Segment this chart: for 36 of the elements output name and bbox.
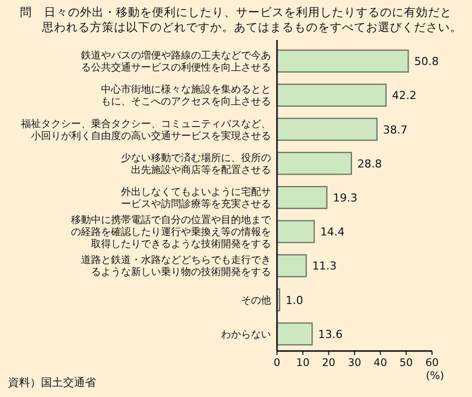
y-tick-label: 道路と鉄道・水路などどちらでも走行できるような新しい乗り物の技術開発をする	[81, 254, 271, 278]
data-label: 28.8	[357, 157, 382, 170]
y-tick-label: 福祉タクシー、乗合タクシー、コミュニティバスなど、小回りが利く自由度の高い交通サービスを実現させる	[21, 118, 271, 142]
text: 資料）国土交通省	[8, 376, 96, 389]
x-tick-label: 40	[374, 357, 388, 369]
data-label: 13.6	[318, 328, 343, 341]
x-tick-label: 60	[425, 357, 439, 369]
bar	[276, 50, 409, 73]
chart-title: 問 日々の外出・移動を便利にしたり、サービスを利用したりするのに有効だと思われる方策は以下のどれですか。あてはまるものをすべてお選びください。	[20, 5, 462, 34]
data-label: 11.3	[312, 260, 337, 273]
x-tick-label: 20	[322, 357, 336, 369]
data-label: 1.0	[286, 294, 304, 307]
bar	[276, 152, 352, 175]
data-label: 14.4	[320, 226, 345, 239]
data-label: 42.2	[392, 89, 417, 102]
y-tick-label: 中心市街地に様々な施設を集めるとともに、そこへのアクセスを向上させる	[101, 84, 271, 108]
x-axis-title: (%)	[426, 370, 444, 382]
x-tick-label: 50	[399, 357, 413, 369]
y-tick-label: 移動中に携帯電話で自分の位置や目的地までの経路を確認したり運行や乗換え等の情報を取得したりできるような技術開発をする	[71, 214, 272, 250]
data-label: 50.8	[414, 55, 439, 68]
bar	[276, 84, 387, 107]
bar	[276, 186, 328, 210]
y-tick-label: 外出しなくてもよいように宅配サービスや訪問診療等を充実させる	[121, 186, 271, 210]
y-tick-label: 少ない移動で済む場所に、役所の出先施設や商店等を配置させる	[121, 152, 271, 176]
y-tick-label: 鉄道やバスの増便や路線の工夫などで今ある公共交通サービスの利便性を向上させる	[81, 50, 271, 74]
y-tick-label: わからない	[221, 329, 271, 340]
bar	[276, 322, 313, 346]
bar	[276, 254, 307, 278]
x-tick-label: 0	[274, 357, 280, 369]
bar	[276, 118, 378, 141]
x-tick-label: 30	[348, 357, 362, 369]
y-tick-label: その他	[241, 294, 271, 306]
x-tick-label: 10	[296, 357, 310, 369]
data-label: 38.7	[382, 123, 408, 136]
data-label: 19.3	[332, 192, 358, 204]
bar	[276, 220, 315, 244]
